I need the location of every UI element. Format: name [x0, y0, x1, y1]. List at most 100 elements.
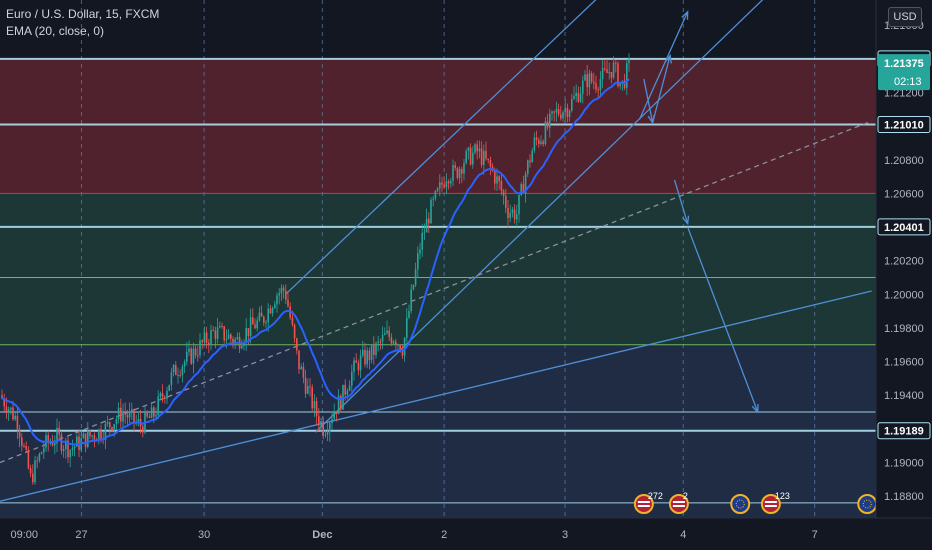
candle	[278, 293, 280, 296]
price-tick-label: 1.19600	[884, 357, 924, 369]
trend-line[interactable]	[285, 0, 614, 295]
candle	[524, 173, 527, 194]
candle	[392, 341, 395, 344]
candle	[509, 212, 511, 219]
candle	[21, 437, 23, 446]
ema-line	[1, 78, 630, 446]
candle	[47, 435, 49, 443]
current-price-label: 1.21375	[884, 58, 924, 70]
candle	[249, 317, 252, 336]
candle	[100, 429, 102, 439]
candle	[617, 63, 619, 87]
symbol-title[interactable]: Euro / U.S. Dollar, 15, FXCM	[6, 7, 160, 21]
candle	[340, 395, 342, 410]
candle	[480, 148, 483, 165]
candle	[597, 89, 599, 91]
level-badge[interactable]	[877, 218, 931, 236]
candle	[474, 144, 476, 153]
candle	[87, 430, 89, 448]
event-eu-flag-icon[interactable]	[857, 494, 878, 514]
candle	[71, 448, 74, 451]
candle	[595, 83, 597, 90]
candle	[531, 150, 533, 163]
candle	[505, 195, 507, 208]
price-tick-label: 1.21200	[884, 88, 924, 100]
us-flag-icon	[633, 494, 654, 514]
arrow-line[interactable]	[643, 78, 654, 123]
ema-indicator-label[interactable]: EMA (20, close, 0)	[6, 24, 105, 38]
time-tick-label: 2	[441, 529, 447, 541]
candle	[179, 375, 181, 377]
candle	[32, 473, 34, 483]
candle	[10, 407, 12, 410]
candle	[337, 395, 340, 415]
candle	[148, 416, 151, 418]
current-price-badge[interactable]	[878, 54, 930, 91]
arrow-line[interactable]	[651, 55, 671, 123]
level-badge[interactable]	[877, 422, 931, 440]
candle	[219, 325, 221, 328]
currency-button[interactable]: USD	[888, 7, 922, 27]
candle	[186, 351, 188, 362]
zone-green	[0, 193, 876, 345]
candle	[16, 415, 19, 430]
candle	[60, 434, 63, 451]
candle	[208, 342, 210, 345]
candle	[586, 74, 588, 88]
trend-line[interactable]	[0, 290, 872, 502]
candle	[203, 332, 206, 343]
candle	[309, 386, 311, 388]
candle	[414, 269, 417, 285]
arrow-line[interactable]	[673, 179, 689, 224]
candle	[159, 393, 162, 397]
candle	[445, 181, 448, 188]
time-tick-label: 27	[75, 529, 87, 541]
candle	[247, 328, 250, 336]
candle	[362, 349, 364, 356]
eu-flag-icon	[857, 494, 878, 514]
eu-stars	[735, 499, 745, 509]
candle	[489, 160, 492, 167]
candle	[109, 422, 111, 428]
time-tick-label: 7	[812, 529, 818, 541]
time-axis[interactable]: 09:00 27 30 Dec 2 3 4 7	[11, 529, 818, 541]
trend-line[interactable]	[314, 0, 788, 433]
candle	[166, 390, 168, 399]
candle	[412, 284, 415, 290]
candle	[256, 320, 258, 329]
candle	[498, 176, 500, 181]
price-tick-label: 1.19800	[884, 323, 924, 335]
candle	[485, 150, 487, 159]
candle	[573, 95, 575, 100]
us-flag-icon	[668, 494, 689, 514]
level-badge[interactable]	[877, 115, 931, 133]
candle	[199, 340, 201, 356]
candle	[476, 144, 478, 152]
candle	[399, 344, 401, 351]
candle	[315, 401, 318, 417]
event-eu-flag-icon[interactable]	[730, 494, 751, 514]
candle	[511, 209, 514, 213]
arrow-line[interactable]	[638, 11, 689, 120]
candle	[326, 432, 329, 435]
arrow-head	[682, 215, 690, 226]
candle	[507, 207, 509, 219]
candle	[124, 412, 126, 415]
candle	[421, 232, 423, 250]
candle	[274, 304, 276, 308]
arrow-line[interactable]	[687, 226, 759, 413]
candle	[307, 386, 309, 394]
candle	[406, 317, 408, 338]
candle	[282, 287, 285, 291]
event-us-flag-icon[interactable]: 123	[760, 491, 790, 514]
event-us-flag-icon[interactable]: 2	[668, 491, 689, 514]
candle	[40, 452, 43, 454]
price-tick-label: 1.20000	[884, 289, 924, 301]
candle	[258, 312, 261, 321]
candle	[397, 344, 399, 346]
candle	[626, 63, 628, 88]
level-lines	[0, 57, 876, 504]
candle	[368, 350, 371, 361]
event-us-flag-icon[interactable]: 272	[633, 491, 663, 514]
